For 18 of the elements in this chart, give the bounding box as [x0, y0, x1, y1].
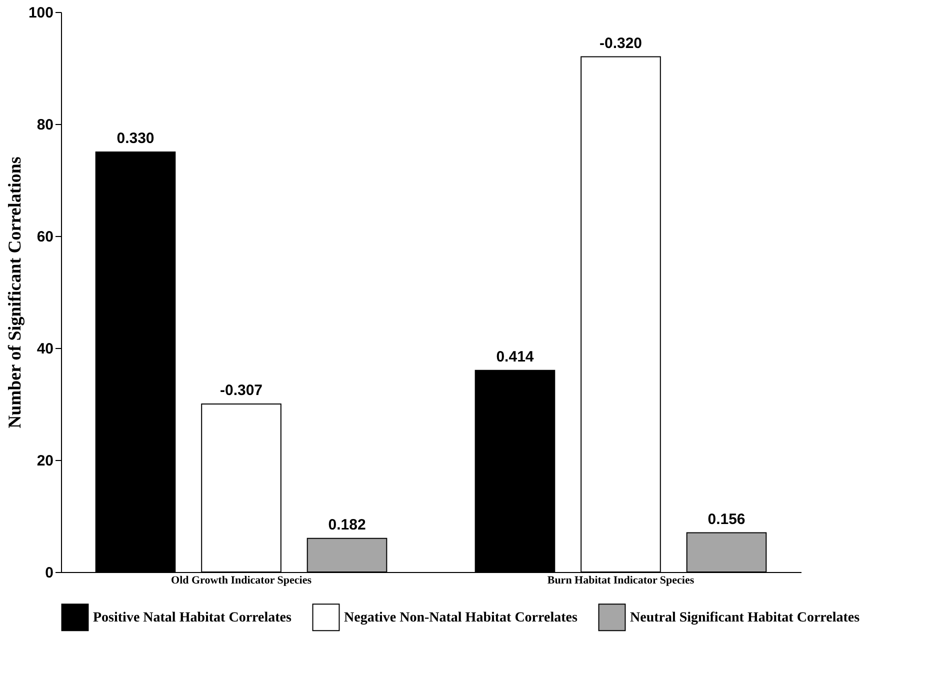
- y-axis-title: Number of Significant Correlations: [4, 156, 24, 428]
- legend-label: Negative Non-Natal Habitat Correlates: [344, 610, 578, 626]
- y-tick-label: 40: [36, 340, 54, 358]
- legend-label: Neutral Significant Habitat Correlates: [630, 610, 860, 626]
- y-tick-label: 80: [36, 116, 54, 134]
- y-tick-label: 0: [45, 564, 54, 582]
- legend-label: Positive Natal Habitat Correlates: [93, 610, 292, 626]
- annotation: 0.330: [116, 130, 154, 147]
- annotation: -0.320: [599, 34, 642, 52]
- y-tick-label: 20: [36, 452, 54, 470]
- annotation: 0.414: [496, 348, 534, 366]
- y-tick-label: 60: [36, 228, 54, 246]
- y-tick-label: 100: [28, 4, 54, 22]
- x-tick-label: Old Growth Indicator Species: [171, 574, 312, 586]
- x-tick-label: Burn Habitat Indicator Species: [547, 574, 695, 586]
- annotation: 0.182: [328, 516, 366, 534]
- annotation: -0.307: [220, 382, 263, 399]
- annotation: 0.156: [708, 510, 746, 528]
